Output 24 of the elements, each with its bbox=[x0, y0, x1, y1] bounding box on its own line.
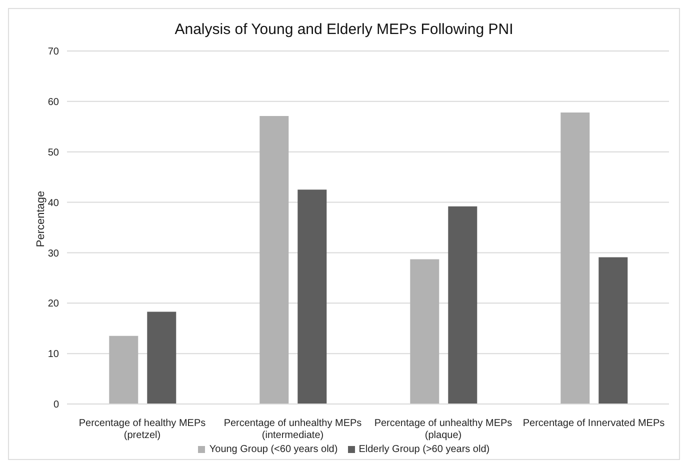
y-tick-label: 20 bbox=[48, 298, 60, 310]
bar bbox=[560, 112, 590, 404]
bar bbox=[260, 116, 289, 404]
legend-label: Young Group (<60 years old) bbox=[209, 444, 338, 455]
x-tick-label: Percentage of healthy MEPs (pretzel) bbox=[78, 418, 206, 441]
y-tick-label: 10 bbox=[48, 349, 60, 360]
y-tick-label: 30 bbox=[48, 248, 60, 260]
x-tick-label: Percentage of unhealthy MEPs (plaque) bbox=[374, 418, 512, 441]
y-tick-label: 40 bbox=[48, 198, 60, 209]
legend-label: Elderly Group (>60 years old) bbox=[358, 444, 490, 455]
x-tick-label: Percentage of Innervated MEPs bbox=[522, 418, 665, 429]
y-tick-label: 50 bbox=[48, 147, 60, 158]
bar bbox=[448, 206, 478, 404]
y-tick-label: 60 bbox=[48, 96, 60, 108]
bar bbox=[410, 259, 440, 404]
bar bbox=[109, 336, 138, 404]
bar bbox=[298, 190, 327, 404]
y-tick-label: 0 bbox=[53, 400, 60, 411]
bar bbox=[598, 257, 628, 404]
x-tick-label: Percentage of unhealthy MEPs (intermediate) bbox=[224, 418, 362, 441]
chart-title: Analysis of Young and Elderly MEPs Following PNI bbox=[174, 21, 514, 38]
bar bbox=[147, 312, 176, 404]
y-tick-label: 70 bbox=[48, 46, 60, 58]
y-axis-title: Percentage bbox=[35, 190, 47, 248]
